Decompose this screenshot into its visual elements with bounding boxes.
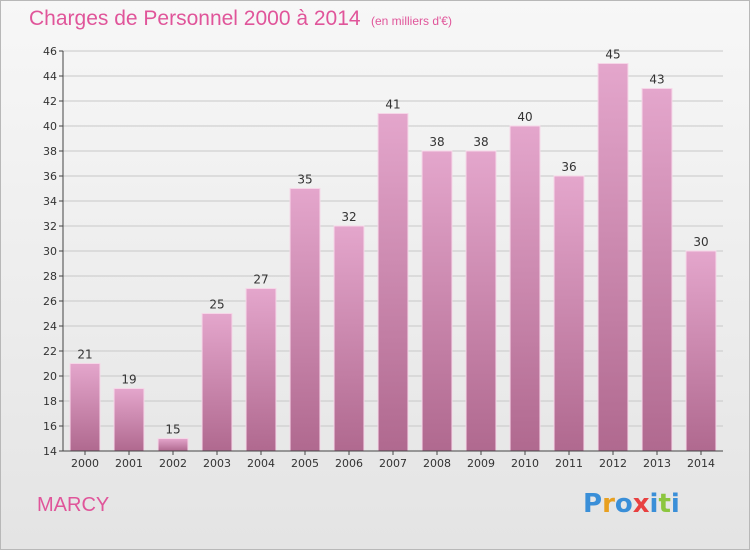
y-tick-label: 36 xyxy=(43,170,57,183)
x-tick-label: 2007 xyxy=(379,457,407,470)
bar xyxy=(377,113,409,452)
y-tick-label: 32 xyxy=(43,220,57,233)
y-tick-label: 24 xyxy=(43,320,57,333)
x-tick-label: 2005 xyxy=(291,457,319,470)
bar xyxy=(641,88,673,452)
bar xyxy=(289,188,321,452)
data-label: 36 xyxy=(561,160,576,174)
y-tick-label: 30 xyxy=(43,245,57,258)
y-tick-label: 40 xyxy=(43,120,57,133)
data-label: 45 xyxy=(605,48,620,62)
y-tick-label: 28 xyxy=(43,270,57,283)
bar xyxy=(597,63,629,452)
x-tick-label: 2013 xyxy=(643,457,671,470)
x-tick-label: 2010 xyxy=(511,457,539,470)
logo-letter: o xyxy=(614,489,633,519)
data-label: 30 xyxy=(693,235,708,249)
logo-letter: i xyxy=(670,489,680,519)
data-label: 41 xyxy=(385,98,400,112)
data-label: 15 xyxy=(165,423,180,437)
data-label: 38 xyxy=(429,135,444,149)
y-tick-label: 44 xyxy=(43,70,57,83)
y-tick-label: 20 xyxy=(43,370,57,383)
data-label: 38 xyxy=(473,135,488,149)
data-label: 19 xyxy=(121,373,136,387)
bar xyxy=(685,250,717,452)
bar xyxy=(509,125,541,452)
logo-letter: t xyxy=(658,489,671,519)
y-tick-label: 26 xyxy=(43,295,57,308)
bar xyxy=(465,150,497,452)
y-tick-label: 38 xyxy=(43,145,57,158)
x-tick-label: 2011 xyxy=(555,457,583,470)
x-tick-label: 2014 xyxy=(687,457,715,470)
x-tick-label: 2012 xyxy=(599,457,627,470)
bar xyxy=(201,313,233,452)
x-tick-label: 2001 xyxy=(115,457,143,470)
bar xyxy=(69,363,101,452)
data-label: 25 xyxy=(209,298,224,312)
bar xyxy=(553,175,585,452)
x-tick-label: 2009 xyxy=(467,457,495,470)
y-tick-label: 16 xyxy=(43,420,57,433)
x-tick-label: 2008 xyxy=(423,457,451,470)
bar xyxy=(113,388,145,452)
x-tick-label: 2006 xyxy=(335,457,363,470)
data-label: 43 xyxy=(649,73,664,87)
chart-title: Charges de Personnel 2000 à 2014 xyxy=(29,7,361,30)
bar xyxy=(245,288,277,452)
data-label: 40 xyxy=(517,110,532,124)
logo-letter: i xyxy=(649,489,659,519)
y-tick-label: 18 xyxy=(43,395,57,408)
x-tick-label: 2004 xyxy=(247,457,275,470)
x-tick-label: 2003 xyxy=(203,457,231,470)
y-tick-label: 22 xyxy=(43,345,57,358)
logo-letter: r xyxy=(602,489,615,519)
y-tick-label: 42 xyxy=(43,95,57,108)
y-tick-label: 14 xyxy=(43,445,57,458)
y-tick-label: 34 xyxy=(43,195,57,208)
chart-subtitle: (en milliers d'€) xyxy=(371,14,452,28)
data-label: 27 xyxy=(253,273,268,287)
bar xyxy=(333,225,365,452)
bar xyxy=(157,438,189,452)
data-label: 21 xyxy=(77,348,92,362)
logo-letter: P xyxy=(583,489,603,519)
commune-name: MARCY xyxy=(37,494,110,516)
x-tick-label: 2000 xyxy=(71,457,99,470)
y-tick-label: 46 xyxy=(43,45,57,58)
logo-letter: x xyxy=(632,489,650,519)
proxiti-logo: Proxiti xyxy=(583,489,680,519)
data-label: 35 xyxy=(297,173,312,187)
x-tick-label: 2002 xyxy=(159,457,187,470)
data-label: 32 xyxy=(341,210,356,224)
bar xyxy=(421,150,453,452)
